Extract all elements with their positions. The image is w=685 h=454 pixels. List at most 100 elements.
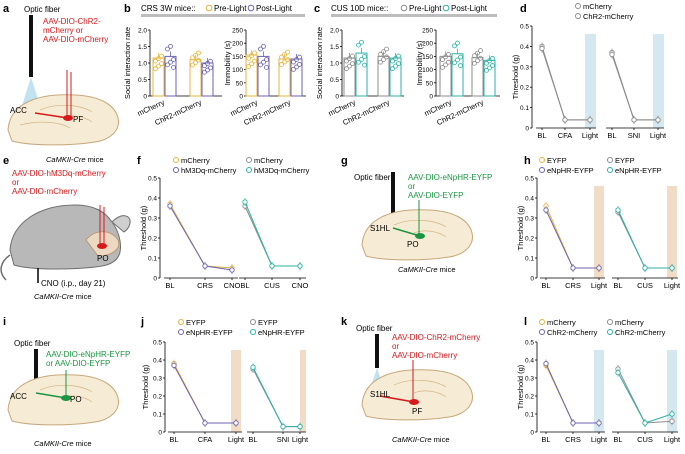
l-series-line [617,372,673,424]
b1-data-point [205,67,210,73]
legend-4-marker [607,167,613,173]
legend-2-marker [575,13,581,19]
j-x-tick-label: BL [248,435,257,444]
c1-y-tick-label: 1.0 [330,61,339,68]
c1-data-point [393,56,398,61]
b1-bar [189,59,202,97]
c1-data-point [362,62,367,68]
c1-data-point [344,58,349,64]
l-y-tick-label: 0.2 [525,394,534,401]
f-data-point [229,267,235,273]
d-y-tick-label: 0.3 [520,64,529,71]
d-x-tick-label: CFA [558,131,573,140]
b2-data-point [282,52,287,58]
c2-data-point [443,62,448,68]
optic-fiber [391,172,395,222]
j-light-band [231,350,241,432]
l-y-axis-label: Threshold (g) [516,364,525,409]
c1-y-axis-label: Social interaction rate [315,27,324,99]
c2-data-point [455,40,460,46]
b1-data-point [153,58,158,64]
h-data-point [642,265,648,271]
b2-y-tick-label: 150 [232,54,243,61]
mouse-line-label: CaMKII-Cre mice [398,265,456,274]
c1-data-point [362,54,367,59]
mouse-line-label: CaMKII-Cre mice [34,439,92,448]
panel-f-label: f [137,155,141,167]
f-series-line [244,201,300,267]
d-data-point [655,117,661,123]
mouse-line-label: CaMKII-Cre mice [46,155,104,164]
l-light-band [594,350,604,432]
c1-data-point [350,61,355,67]
j-x-tick-label: Light [228,435,245,444]
b1-data-point [156,63,161,69]
b2-data-point [294,64,299,70]
virus-line-1: AAV-DIO-ChR2-mCherry [392,333,480,342]
d-series-line [541,46,590,121]
projection-line [34,112,69,119]
l-light-band [667,350,677,432]
c2-y-tick-label: 250 [422,28,433,35]
c1-data-point [384,46,389,52]
f-y-tick-label: 0.5 [148,176,157,183]
d-x-tick-label: SNI [628,131,641,140]
projection-line [379,395,415,403]
h-light-band [594,186,604,278]
c1-data-point [356,59,361,65]
c2-data-point [478,48,483,53]
legend-post-label: Post-Light [451,4,488,13]
legend-4-marker [246,167,252,173]
c2-data-point [472,53,477,59]
b1-data-point [156,56,161,61]
c1-bar [389,57,402,97]
j-y-tick-label: 0.5 [153,340,162,347]
legend-4-label: hM3Dq-mCherry [254,166,310,175]
b1-data-point [196,57,201,63]
panel-j: j EYFP eNpHR-EYFP EYFP eNpHR-EYFP [140,316,305,337]
c1-data-point [390,58,395,64]
c2-data-point [484,60,489,66]
panel-e: e AAV-DIO-hM3Dq-mCherry or AAV-DIO-mCher… [0,155,131,301]
f-data-point [202,263,208,269]
virus-line-3: AAV-DIO-mCherry [392,351,457,360]
d-series-line [611,54,658,121]
panel-f: f mCherry hM3Dq-mCherry mCherry hM3Dq-mC… [137,155,310,175]
h-y-tick-label: 0.4 [525,196,534,203]
d-data-point [562,117,568,123]
h-light-band [667,186,677,278]
b1-data-point [159,61,164,67]
d-data-point [631,117,637,123]
f-y-tick-label: 0.2 [148,236,157,243]
c1-bar [343,57,356,97]
legend-1-label: mCherry [583,2,612,11]
j-y-tick-label: 0.1 [153,412,162,419]
panel-h: h EYFP eNpHR-EYFP EYFP eNpHR-EYFP [524,155,662,175]
panel-l-label: l [524,316,527,328]
d-y-tick-label: 0.1 [520,105,529,112]
b2-data-point [264,57,269,62]
h-series-line [617,211,672,269]
c2-data-point [440,65,445,70]
b2-y-tick-label: 50 [236,80,244,87]
l-y-tick-label: 0.5 [525,340,534,347]
optic-fiber-label: Optic fiber [14,339,51,348]
panel-l: l mCherry ChR2-mCherry mCherry ChR2-mChe… [524,316,666,337]
title-underline [331,14,497,17]
b2-y-tick-label: 100 [232,67,243,74]
b2-data-point [252,58,257,64]
panel-g: g Optic fiber AAV-DIO-eNpHR-EYFP or AAV-… [341,155,492,274]
c1-data-point [390,66,395,72]
f-data-point [297,263,303,269]
c2-data-point [458,54,463,60]
l-series-line [545,365,599,424]
legend-1-label: mCherry [181,156,210,165]
brain-folds [393,380,447,398]
virus-line-2: or AAV-DIO-EYFP [46,359,110,368]
d-data-point [609,51,615,58]
h-data-point [596,265,602,271]
l-y-tick-label: 0.4 [525,358,534,365]
j-x-tick-label: SNI [277,435,290,444]
legend-post-label: Post-Light [256,4,293,13]
